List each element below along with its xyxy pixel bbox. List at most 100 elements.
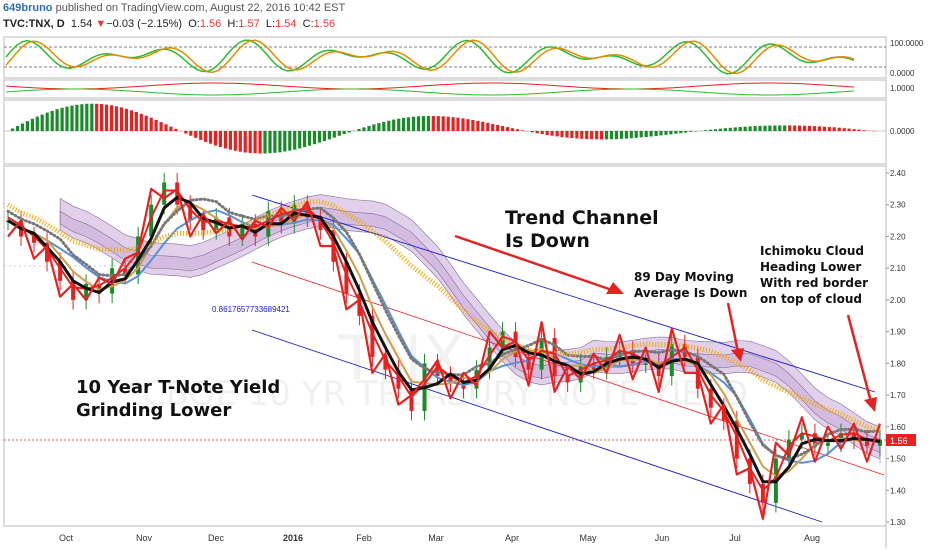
histogram-bar bbox=[421, 116, 425, 131]
histogram-bar bbox=[372, 124, 376, 131]
candle-body bbox=[487, 347, 492, 370]
trend-arrow bbox=[454, 234, 613, 292]
histogram-bar bbox=[40, 114, 44, 131]
histogram-bar bbox=[768, 125, 772, 131]
histogram-bar bbox=[684, 131, 688, 133]
candle-body bbox=[45, 242, 49, 262]
candle-body bbox=[682, 344, 687, 357]
y-axis: 2.40 2.30 2.20 2.10 2.00 1.90 1.80 1.70 1.60 1.50… bbox=[886, 169, 906, 527]
histogram-bar bbox=[718, 128, 722, 131]
hist-tick: 0.0000 bbox=[890, 127, 915, 136]
candle-body bbox=[305, 204, 310, 218]
histogram-bar bbox=[149, 117, 153, 131]
histogram-bar bbox=[387, 120, 391, 131]
histogram-bar bbox=[105, 104, 109, 131]
histogram-bar bbox=[30, 118, 34, 131]
cloud-note-line-2: Heading Lower bbox=[760, 260, 861, 274]
price-change: −0.03 (−2.15%) bbox=[106, 18, 183, 30]
histogram-bar bbox=[585, 131, 589, 140]
high-value: 1.57 bbox=[238, 18, 260, 30]
histogram-bar bbox=[288, 131, 292, 151]
close-label: C: bbox=[302, 18, 314, 30]
histogram-bar bbox=[411, 116, 416, 131]
histogram-bar bbox=[713, 129, 718, 131]
candle-body bbox=[708, 388, 713, 408]
candle-body bbox=[448, 376, 453, 383]
histogram-bar bbox=[303, 131, 307, 148]
candle-body bbox=[279, 211, 284, 224]
x-tick-label: Aug bbox=[804, 533, 820, 543]
last-price-badge-text: 1.56 bbox=[890, 436, 908, 446]
candle-body bbox=[240, 223, 245, 237]
trend-channel-line-2: Is Down bbox=[505, 230, 590, 252]
symbol-label[interactable]: TVC:TNX, D bbox=[3, 18, 65, 30]
candle-body bbox=[383, 357, 388, 370]
trend-arrow-head bbox=[606, 282, 624, 294]
histogram-bar bbox=[565, 131, 569, 138]
histogram-bar bbox=[258, 131, 262, 154]
stochastic-d-line bbox=[5, 39, 855, 75]
y-tick-label: 1.80 bbox=[890, 359, 906, 368]
histogram-bar bbox=[139, 113, 143, 131]
histogram-bar bbox=[312, 131, 317, 145]
candle-body bbox=[799, 433, 804, 440]
histogram-bar bbox=[748, 126, 752, 131]
histogram-bar bbox=[228, 131, 232, 150]
histogram-bar bbox=[486, 122, 490, 131]
histogram-bar bbox=[90, 103, 94, 131]
x-tick-label: Mar bbox=[428, 533, 444, 543]
histogram-bar bbox=[184, 131, 188, 134]
fib-label: 0.8617657733689421 bbox=[212, 305, 290, 314]
histogram-bar bbox=[560, 131, 564, 137]
candle-body bbox=[760, 483, 765, 503]
histogram-bar bbox=[50, 110, 54, 131]
histogram-bar bbox=[481, 121, 485, 131]
candle-body bbox=[552, 338, 557, 377]
histogram-bar bbox=[426, 116, 430, 131]
histogram-bar bbox=[20, 123, 25, 131]
histogram-bar bbox=[65, 106, 69, 131]
histogram-bar bbox=[654, 131, 658, 136]
title-line-2: Grinding Lower bbox=[76, 400, 231, 421]
last-price: 1.54 bbox=[70, 18, 93, 30]
histogram-bar bbox=[674, 131, 678, 134]
histogram-bar bbox=[520, 130, 524, 131]
y-tick-label: 2.20 bbox=[890, 233, 906, 242]
histogram-bar bbox=[832, 127, 836, 131]
histogram-bar bbox=[827, 127, 831, 131]
histogram-bar bbox=[80, 104, 84, 131]
histogram-bar bbox=[25, 121, 29, 131]
histogram-bar bbox=[461, 118, 465, 131]
histogram-bar bbox=[347, 131, 351, 133]
channel-upper-line bbox=[251, 194, 876, 393]
histogram-bar bbox=[441, 116, 445, 131]
author-link[interactable]: 649bruno bbox=[3, 2, 53, 14]
histogram-bar bbox=[199, 131, 203, 140]
histogram-bar bbox=[535, 131, 539, 134]
histogram-bar bbox=[70, 105, 74, 131]
publish-line: 649bruno published on TradingView.com, A… bbox=[3, 2, 345, 14]
histogram-bar bbox=[397, 118, 401, 131]
candle-body bbox=[435, 363, 440, 377]
candle-body bbox=[58, 261, 63, 281]
candle-body bbox=[396, 369, 401, 389]
x-tick-label: Jun bbox=[655, 533, 670, 543]
candle-body bbox=[721, 407, 726, 421]
ma-arrow bbox=[726, 302, 740, 353]
histogram-bar bbox=[327, 131, 331, 140]
histogram-bar bbox=[530, 131, 534, 133]
candle-body bbox=[149, 204, 154, 237]
tnx-chart[interactable]: 100.0000 0.0000 1.0000 0.0000 TNX, D CBO… bbox=[0, 36, 932, 550]
zigzag-line bbox=[7, 187, 882, 520]
x-tick-label: Feb bbox=[356, 533, 372, 543]
histogram-bar bbox=[402, 117, 406, 131]
histogram-bar bbox=[144, 115, 148, 131]
histogram-bar bbox=[293, 131, 297, 150]
histogram-bar bbox=[817, 126, 821, 131]
y-tick-label: 1.90 bbox=[890, 328, 906, 337]
histogram-bar bbox=[763, 125, 767, 131]
histogram-bar bbox=[85, 103, 89, 131]
histogram-bar bbox=[609, 131, 614, 140]
cloud-note-line-4: on top of cloud bbox=[760, 292, 862, 306]
low-label: L: bbox=[265, 18, 276, 30]
